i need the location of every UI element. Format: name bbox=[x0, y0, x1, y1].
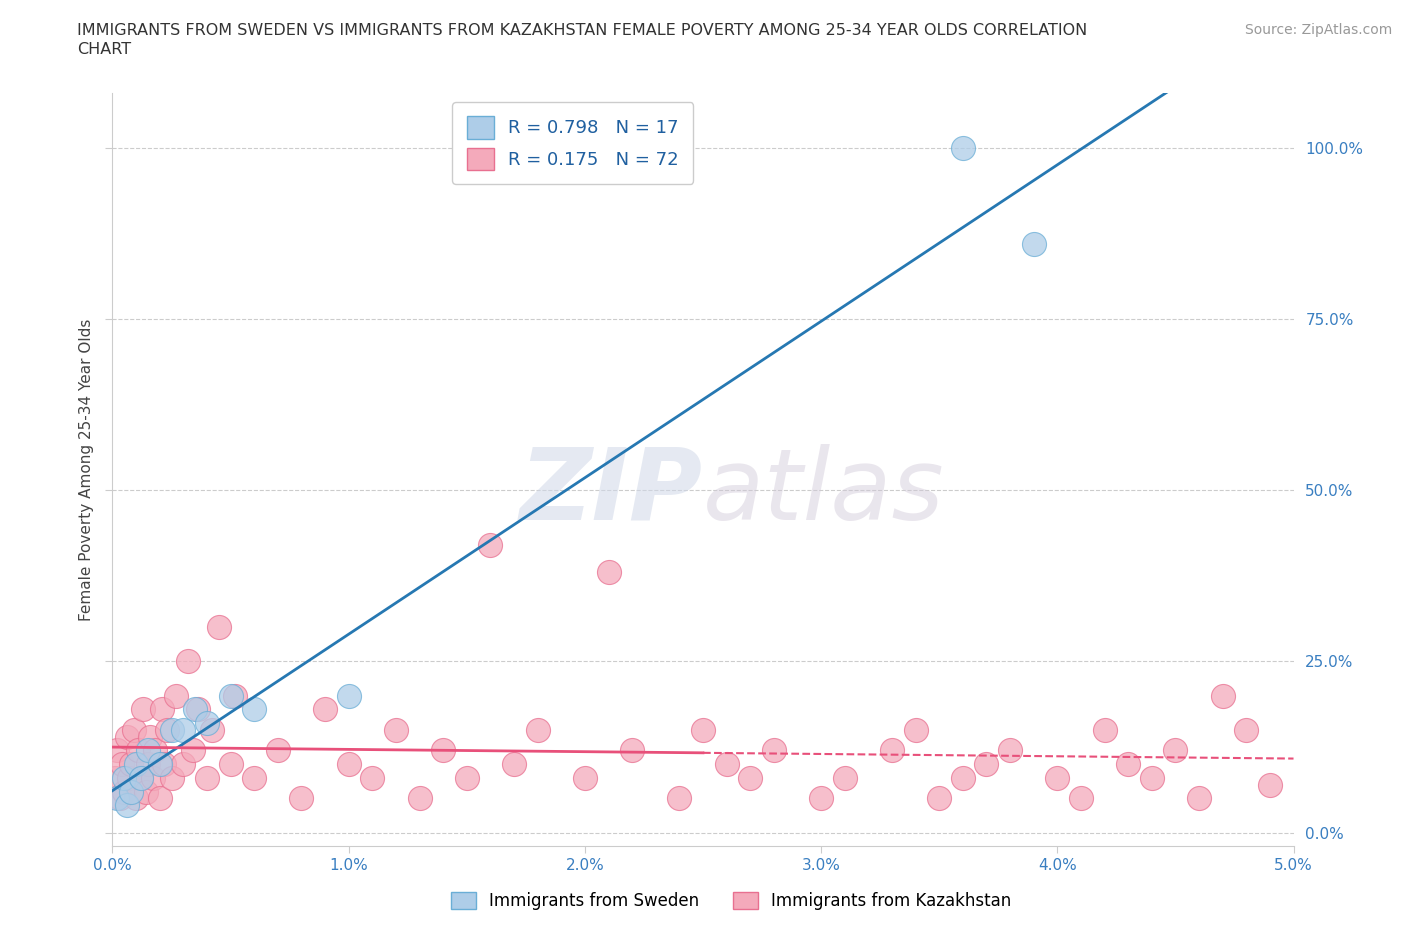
Text: CHART: CHART bbox=[77, 42, 131, 57]
Point bbox=[762, 743, 785, 758]
Point bbox=[692, 723, 714, 737]
Point bbox=[1164, 743, 1187, 758]
Text: ZIP: ZIP bbox=[520, 444, 703, 540]
Point bbox=[219, 688, 242, 703]
Point bbox=[1070, 790, 1092, 805]
Point bbox=[172, 757, 194, 772]
Point bbox=[153, 757, 176, 772]
Point bbox=[574, 770, 596, 785]
Point bbox=[456, 770, 478, 785]
Point bbox=[952, 770, 974, 785]
Point bbox=[314, 702, 336, 717]
Point bbox=[104, 770, 127, 785]
Point bbox=[149, 790, 172, 805]
Point bbox=[186, 702, 208, 717]
Point bbox=[115, 729, 138, 744]
Point bbox=[122, 723, 145, 737]
Point bbox=[998, 743, 1021, 758]
Point bbox=[118, 770, 141, 785]
Point bbox=[177, 654, 200, 669]
Point bbox=[129, 770, 152, 785]
Point bbox=[904, 723, 927, 737]
Point bbox=[1046, 770, 1069, 785]
Point bbox=[503, 757, 526, 772]
Point bbox=[115, 798, 138, 813]
Point bbox=[165, 688, 187, 703]
Point bbox=[1234, 723, 1257, 737]
Point bbox=[108, 790, 131, 805]
Point bbox=[156, 723, 179, 737]
Point bbox=[952, 140, 974, 155]
Point bbox=[740, 770, 762, 785]
Point bbox=[1258, 777, 1281, 792]
Point bbox=[928, 790, 950, 805]
Point bbox=[142, 770, 165, 785]
Point bbox=[143, 743, 166, 758]
Point bbox=[120, 784, 142, 799]
Point bbox=[1116, 757, 1139, 772]
Text: atlas: atlas bbox=[703, 444, 945, 540]
Point bbox=[408, 790, 430, 805]
Point bbox=[184, 702, 207, 717]
Point bbox=[290, 790, 312, 805]
Point bbox=[810, 790, 832, 805]
Point bbox=[337, 757, 360, 772]
Point bbox=[224, 688, 246, 703]
Point bbox=[1212, 688, 1234, 703]
Point bbox=[160, 723, 183, 737]
Point bbox=[668, 790, 690, 805]
Point bbox=[105, 790, 128, 805]
Text: Source: ZipAtlas.com: Source: ZipAtlas.com bbox=[1244, 23, 1392, 37]
Legend: Immigrants from Sweden, Immigrants from Kazakhstan: Immigrants from Sweden, Immigrants from … bbox=[444, 885, 1018, 917]
Y-axis label: Female Poverty Among 25-34 Year Olds: Female Poverty Among 25-34 Year Olds bbox=[79, 318, 94, 621]
Point bbox=[432, 743, 454, 758]
Point bbox=[195, 770, 218, 785]
Point bbox=[127, 743, 149, 758]
Point bbox=[201, 723, 224, 737]
Point bbox=[136, 743, 159, 758]
Point bbox=[181, 743, 204, 758]
Point bbox=[976, 757, 998, 772]
Point bbox=[219, 757, 242, 772]
Point bbox=[105, 743, 128, 758]
Point bbox=[361, 770, 384, 785]
Point bbox=[112, 770, 135, 785]
Text: IMMIGRANTS FROM SWEDEN VS IMMIGRANTS FROM KAZAKHSTAN FEMALE POVERTY AMONG 25-34 : IMMIGRANTS FROM SWEDEN VS IMMIGRANTS FRO… bbox=[77, 23, 1088, 38]
Point bbox=[150, 702, 173, 717]
Point bbox=[880, 743, 903, 758]
Point bbox=[132, 702, 155, 717]
Point bbox=[111, 757, 134, 772]
Point bbox=[135, 784, 157, 799]
Point bbox=[834, 770, 856, 785]
Point bbox=[160, 770, 183, 785]
Point bbox=[716, 757, 738, 772]
Point bbox=[621, 743, 644, 758]
Point bbox=[337, 688, 360, 703]
Point bbox=[125, 757, 148, 772]
Point bbox=[1022, 236, 1045, 251]
Point bbox=[479, 538, 502, 552]
Point bbox=[243, 702, 266, 717]
Point bbox=[195, 715, 218, 730]
Point bbox=[267, 743, 290, 758]
Point bbox=[1094, 723, 1116, 737]
Point bbox=[149, 757, 172, 772]
Point bbox=[136, 757, 159, 772]
Point bbox=[172, 723, 194, 737]
Point bbox=[208, 619, 231, 634]
Point bbox=[112, 784, 135, 799]
Point bbox=[598, 565, 620, 579]
Point bbox=[526, 723, 548, 737]
Point bbox=[1188, 790, 1211, 805]
Point bbox=[1140, 770, 1163, 785]
Point bbox=[125, 790, 148, 805]
Legend: R = 0.798   N = 17, R = 0.175   N = 72: R = 0.798 N = 17, R = 0.175 N = 72 bbox=[453, 102, 693, 184]
Point bbox=[385, 723, 408, 737]
Point bbox=[129, 770, 152, 785]
Point bbox=[243, 770, 266, 785]
Point bbox=[120, 757, 142, 772]
Point bbox=[139, 729, 162, 744]
